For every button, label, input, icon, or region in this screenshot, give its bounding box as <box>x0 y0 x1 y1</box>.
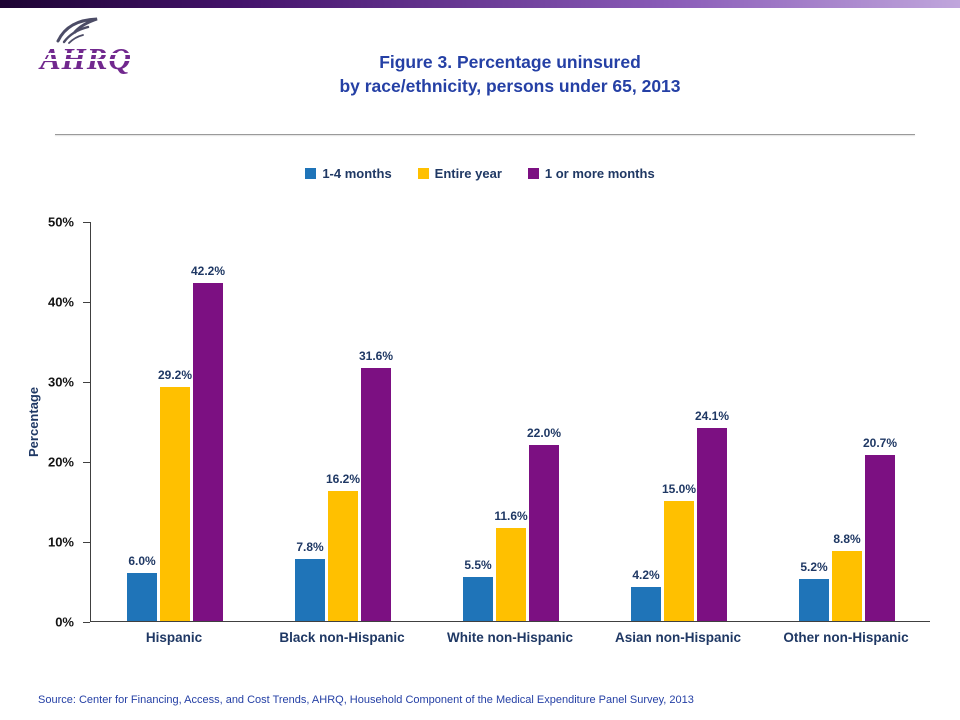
bar-value-label: 5.2% <box>800 560 828 575</box>
y-tick-mark <box>83 541 90 543</box>
bar-value-label: 20.7% <box>862 436 898 451</box>
category-label: Other non-Hispanic <box>783 630 909 645</box>
bar <box>127 573 157 621</box>
chart-title-line2: by race/ethnicity, persons under 65, 201… <box>339 76 681 96</box>
bar-value-label: 29.2% <box>157 368 193 383</box>
bar-value-label: 16.2% <box>325 472 361 487</box>
legend-swatch <box>527 168 539 179</box>
y-tick-label: 0% <box>55 614 74 630</box>
bar-group: 5.2% 8.8% 20.7% <box>763 222 931 621</box>
bar <box>664 501 694 621</box>
bar-value-label: 7.8% <box>296 539 324 554</box>
bar <box>496 528 526 621</box>
plot-area: 6.0% 29.2% 42.2% 7.8% 16.2% 31.6% 5.5% 11.6% 22.… <box>90 222 930 622</box>
legend-item: Entire year <box>417 166 502 181</box>
category-label: Black non-Hispanic <box>279 630 405 645</box>
chart-title: Figure 3. Percentage uninsured by race/e… <box>120 50 900 98</box>
bar <box>193 283 223 621</box>
chart-title-line1: Figure 3. Percentage uninsured <box>379 52 641 72</box>
bar-value-label: 11.6% <box>494 509 528 524</box>
bar-value-label: 5.5% <box>464 558 492 572</box>
bar-value-label: 8.8% <box>833 531 861 546</box>
y-tick-label: 50% <box>47 214 74 230</box>
legend-swatch <box>417 168 429 179</box>
y-tick-label: 20% <box>47 454 74 470</box>
bar-group: 6.0% 29.2% 42.2% <box>91 222 259 621</box>
chart-legend: 1-4 months Entire year 1 or more months <box>0 166 960 181</box>
bar <box>361 368 391 621</box>
bar-value-label: 22.0% <box>526 426 562 440</box>
legend-label: Entire year <box>434 166 502 181</box>
x-axis-labels: Hispanic Black non-Hispanic White non-Hisp… <box>90 630 930 652</box>
top-gradient-bar <box>0 0 960 8</box>
bar-value-label: 42.2% <box>190 264 226 279</box>
bar-value-label: 6.0% <box>128 554 156 568</box>
bar-group: 7.8% 16.2% 31.6% <box>259 222 427 621</box>
bar <box>631 587 661 621</box>
bar <box>463 577 493 621</box>
y-tick-mark <box>83 381 90 383</box>
bar-group: 4.2% 15.0% 24.1% <box>595 222 763 621</box>
legend-label: 1 or more months <box>544 166 655 181</box>
bar-value-label: 31.6% <box>358 349 394 364</box>
bar <box>697 428 727 621</box>
category-label: Asian non-Hispanic <box>614 630 741 645</box>
y-axis: 0% 10% 20% 30% 40% 50% <box>0 215 90 630</box>
ahrq-logo-text: AHRQ <box>38 41 134 76</box>
ahrq-logo: AHRQ <box>38 16 150 76</box>
y-tick-mark <box>83 621 90 623</box>
bar-group: 5.5% 11.6% 22.0% <box>427 222 595 621</box>
bar-value-label: 4.2% <box>632 568 660 583</box>
bar <box>328 491 358 621</box>
bar <box>799 579 829 621</box>
hhs-eagle-icon <box>56 17 98 44</box>
legend-label: 1-4 months <box>322 166 392 181</box>
bar <box>295 558 325 621</box>
y-tick-mark <box>83 301 90 303</box>
legend-item: 1 or more months <box>527 166 655 181</box>
bar <box>865 455 895 621</box>
y-tick-label: 40% <box>47 294 74 310</box>
y-tick-mark <box>83 221 90 223</box>
legend-swatch <box>305 168 317 179</box>
y-tick-label: 10% <box>47 534 74 550</box>
bar <box>529 445 559 621</box>
bar-value-label: 24.1% <box>694 409 730 424</box>
bar <box>832 550 862 621</box>
legend-item: 1-4 months <box>305 166 392 181</box>
source-note: Source: Center for Financing, Access, an… <box>38 694 694 706</box>
y-tick-mark <box>83 461 90 463</box>
bar-value-label: 15.0% <box>661 482 697 496</box>
category-label: White non-Hispanic <box>447 630 573 645</box>
y-tick-label: 30% <box>47 374 74 390</box>
category-label: Hispanic <box>145 630 203 645</box>
bar <box>160 387 190 621</box>
header-divider <box>55 134 915 135</box>
